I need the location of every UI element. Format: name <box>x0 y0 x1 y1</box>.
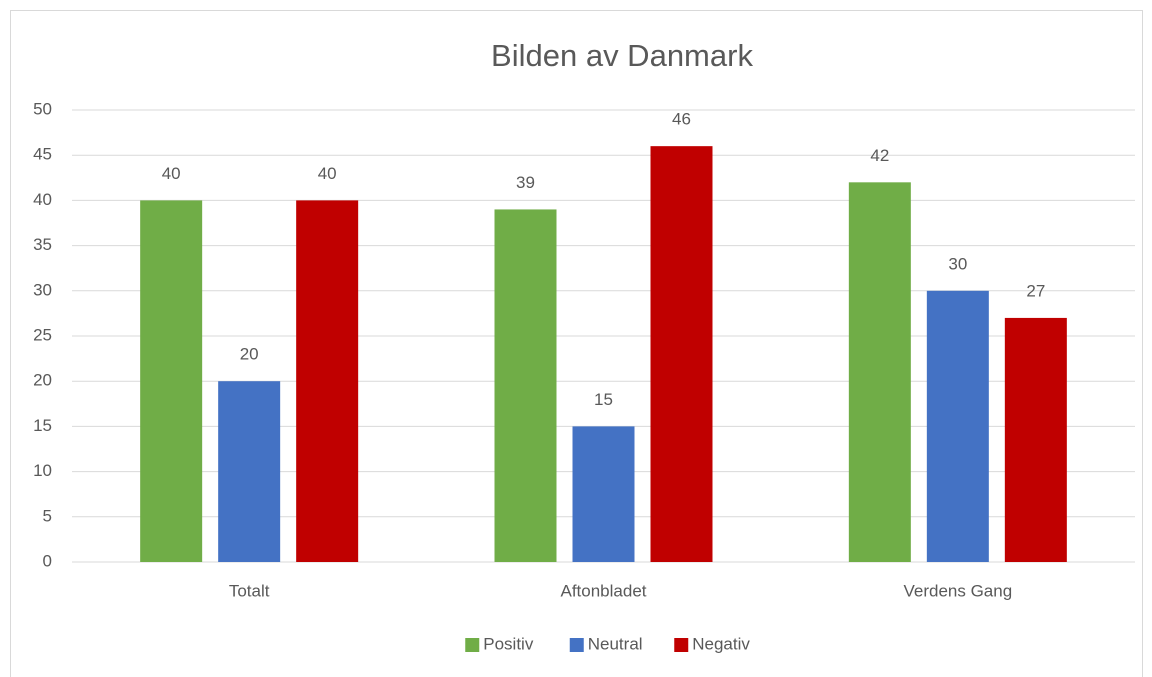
bar <box>572 426 635 562</box>
x-tick-label: Verdens Gang <box>903 581 1012 600</box>
y-tick-label: 20 <box>33 371 52 390</box>
y-tick-label: 35 <box>33 235 52 254</box>
y-tick-label: 50 <box>33 99 52 118</box>
value-label: 20 <box>240 345 259 364</box>
bar <box>494 209 557 562</box>
legend-swatch <box>465 638 480 652</box>
value-label: 42 <box>870 146 889 165</box>
value-label: 15 <box>594 390 613 409</box>
legend-swatch <box>569 638 584 652</box>
bar <box>296 200 359 562</box>
bar <box>926 290 989 562</box>
y-tick-label: 0 <box>43 551 52 570</box>
value-label: 46 <box>672 110 691 129</box>
y-tick-label: 45 <box>33 145 52 164</box>
legend-label: Negativ <box>692 634 750 653</box>
legend-label: Positiv <box>483 634 534 653</box>
value-label: 30 <box>948 254 967 273</box>
value-label: 40 <box>162 164 181 183</box>
chart-title: Bilden av Danmark <box>491 38 753 73</box>
x-tick-label: Aftonbladet <box>560 581 646 600</box>
y-tick-label: 10 <box>33 461 52 480</box>
legend-label: Neutral <box>588 634 643 653</box>
y-tick-label: 40 <box>33 190 52 209</box>
value-label: 39 <box>516 173 535 192</box>
y-tick-label: 5 <box>43 506 52 525</box>
value-label: 27 <box>1026 281 1045 300</box>
bar <box>1004 317 1067 562</box>
bar <box>650 146 713 562</box>
bar <box>140 200 203 562</box>
bar <box>848 182 911 562</box>
legend-swatch <box>674 638 689 652</box>
y-tick-label: 25 <box>33 325 52 344</box>
y-tick-label: 15 <box>33 416 52 435</box>
x-tick-label: Totalt <box>229 581 270 600</box>
y-tick-label: 30 <box>33 280 52 299</box>
bar <box>218 381 281 562</box>
value-label: 40 <box>318 164 337 183</box>
